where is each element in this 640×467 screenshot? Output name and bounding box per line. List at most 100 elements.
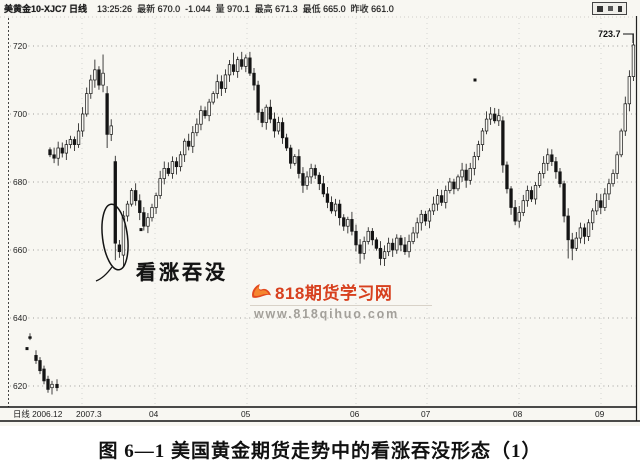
candle [284, 137, 289, 149]
candle [391, 242, 395, 251]
y-axis-label: 640 [13, 313, 27, 323]
price-tag-pointer [623, 33, 634, 43]
candle [166, 168, 170, 174]
price-tag-label: 723.7 [598, 29, 621, 39]
candle [134, 190, 138, 202]
candle [350, 219, 354, 232]
candle [374, 239, 379, 249]
candle [407, 241, 411, 253]
candle [260, 111, 264, 123]
y-axis-label: 680 [13, 177, 27, 187]
candle [440, 195, 444, 203]
figure-caption: 图 6—1 美国黄金期货走势中的看涨吞没形态（1） [98, 441, 542, 462]
candle [480, 130, 485, 145]
candle [125, 203, 130, 217]
candle [333, 203, 338, 212]
candle [595, 200, 599, 212]
candle [301, 173, 305, 186]
candle [525, 190, 530, 202]
candle [329, 202, 334, 212]
candle [354, 230, 358, 246]
candle [599, 200, 603, 208]
candle [603, 193, 607, 208]
watermark-row: 818期货学习网 [250, 279, 432, 306]
candle [244, 57, 248, 67]
candle [203, 110, 207, 117]
candle [276, 122, 281, 132]
candle [464, 169, 468, 181]
candle [72, 139, 77, 145]
candle [52, 154, 56, 159]
y-axis-label: 660 [13, 245, 27, 255]
candle [476, 144, 481, 157]
candle [268, 106, 272, 120]
candle [484, 118, 489, 132]
watermark-site-name: 818期货学习网 [275, 284, 393, 303]
flame-icon [252, 284, 271, 298]
site-watermark: 818期货学习网 www.818qihuo.com [250, 279, 432, 321]
candle [174, 161, 179, 168]
candle [150, 207, 154, 219]
candle [158, 178, 162, 196]
candle [517, 212, 521, 222]
candle [631, 44, 636, 77]
candle [419, 213, 423, 224]
candle [501, 120, 505, 166]
candle [435, 195, 440, 205]
candle [456, 176, 460, 190]
candle [117, 244, 122, 253]
candle [382, 251, 387, 259]
candle [342, 217, 346, 227]
candle [546, 154, 550, 164]
candle [162, 168, 166, 179]
candle [317, 174, 321, 185]
candle [521, 200, 525, 213]
candle [154, 195, 158, 208]
candle [191, 132, 195, 147]
candle [252, 72, 256, 86]
candle [289, 147, 293, 164]
candle [452, 181, 456, 190]
candle [240, 59, 244, 67]
stray-mark [473, 78, 477, 82]
candle [223, 74, 228, 89]
fragment-candle [50, 383, 54, 389]
candle [105, 93, 109, 135]
candle [399, 237, 403, 246]
candle [121, 215, 126, 256]
x-axis-label: 04 [149, 409, 159, 419]
candle [468, 168, 472, 181]
fragment-candle [28, 336, 32, 339]
corner-stamp-icon [592, 2, 627, 15]
candle [431, 203, 436, 212]
candle [101, 72, 105, 86]
x-axis-label: 06 [350, 409, 360, 419]
candle [415, 222, 419, 234]
candle [178, 154, 183, 168]
candle [562, 183, 566, 217]
x-axis-label: 日线 2006.12 [13, 409, 63, 419]
quote-header: 美黄金10-XJC7 日线 13:25:26 最新 670.0 -1.044 量 … [4, 2, 594, 16]
candle [236, 59, 240, 72]
candle [64, 144, 68, 154]
candle [248, 57, 252, 74]
annotation-tail [95, 266, 113, 282]
candle [309, 168, 313, 178]
candle [170, 161, 175, 174]
fragment-candle [42, 368, 46, 382]
candle [542, 162, 546, 174]
candle [138, 200, 142, 213]
candle [554, 161, 558, 173]
watermark-url: www.818qihuo.com [254, 307, 400, 321]
candle [80, 113, 85, 132]
candle [509, 188, 513, 208]
candle [211, 93, 215, 103]
chart-panel: 美黄金10-XJC7 日线 13:25:26 最新 670.0 -1.044 量 … [0, 0, 640, 426]
fragment-candle [55, 383, 59, 389]
candle [497, 115, 501, 122]
x-axis-label: 08 [513, 409, 523, 419]
candle [142, 212, 146, 227]
y-axis-label: 720 [13, 41, 27, 51]
candle [182, 140, 187, 156]
candle [297, 156, 301, 174]
